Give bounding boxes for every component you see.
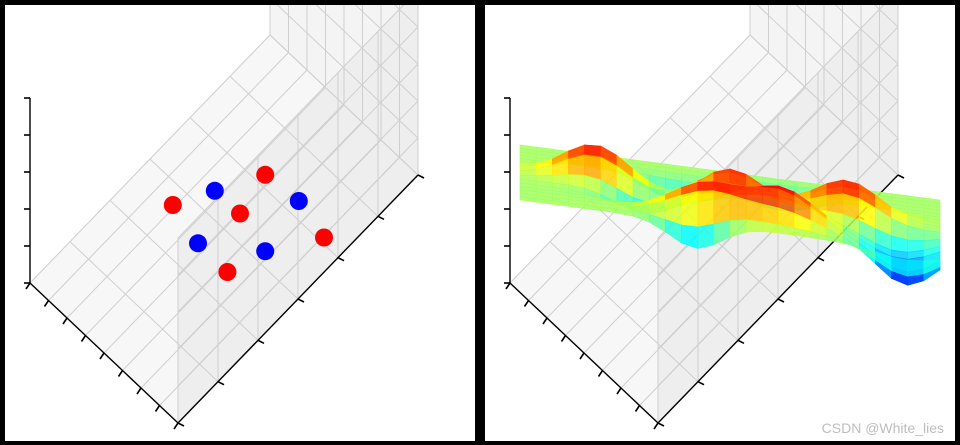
gridline <box>109 199 259 341</box>
gridline <box>229 75 379 217</box>
gridline <box>657 5 885 239</box>
surface-patch <box>681 190 698 228</box>
x-axis-tick <box>154 405 161 412</box>
y-axis-tick <box>817 256 825 262</box>
y-axis-tick <box>697 380 705 386</box>
surface-patch <box>923 259 941 275</box>
gridline <box>69 241 219 383</box>
gridline <box>657 5 899 350</box>
surface-patch <box>697 223 715 249</box>
x-axis-tick <box>542 317 548 325</box>
gridline <box>177 5 419 350</box>
scatter-point <box>315 228 333 247</box>
scatter-point <box>256 165 275 184</box>
scatter-point <box>163 196 182 214</box>
surface-3d-chart <box>504 5 941 430</box>
surface-patch <box>713 190 731 225</box>
surface-panel <box>485 5 955 441</box>
y-axis-tick <box>177 422 185 427</box>
y-axis-tick <box>337 256 345 262</box>
gridline <box>177 5 419 387</box>
scatter-point <box>218 263 237 281</box>
x-axis-tick <box>523 300 530 307</box>
gridline <box>657 5 899 387</box>
x-axis-tick <box>597 370 604 377</box>
y-axis-tick <box>377 215 385 221</box>
y-axis-tick <box>217 380 225 386</box>
gridline <box>549 241 699 383</box>
y-axis-tick <box>417 174 425 179</box>
x-axis-tick <box>653 422 659 430</box>
scatter-point <box>231 204 249 223</box>
x-axis-tick <box>80 335 87 342</box>
x-axis-tick <box>25 282 31 290</box>
gridline <box>589 199 739 341</box>
surface-patch <box>697 181 715 192</box>
surface-patch <box>923 229 941 241</box>
scatter-point <box>205 181 224 200</box>
y-axis-tick <box>257 339 265 345</box>
x-axis-tick <box>117 370 124 377</box>
x-axis-tick <box>634 405 641 412</box>
x-axis-tick <box>616 387 622 395</box>
scatter-panel <box>5 5 475 441</box>
x-axis-tick <box>43 300 50 307</box>
y-axis-tick <box>897 174 905 179</box>
x-axis-tick <box>136 387 142 395</box>
y-axis-tick <box>737 339 745 345</box>
gridline <box>177 5 419 276</box>
scatter-3d-chart <box>24 5 425 430</box>
x-axis-tick <box>579 352 585 360</box>
x-axis-tick <box>62 317 68 325</box>
scatter-point <box>256 242 275 261</box>
surface-patch <box>697 190 715 228</box>
x-axis-tick <box>99 352 105 360</box>
watermark: CSDN @White_lies <box>821 420 944 436</box>
surface-patch <box>745 219 763 233</box>
gridline <box>177 5 419 313</box>
y-axis-tick <box>657 422 665 427</box>
y-axis-tick <box>297 298 305 303</box>
surface-mesh <box>519 144 941 286</box>
x-axis-tick <box>560 335 567 342</box>
axes-3d <box>24 5 425 430</box>
scatter-point <box>289 192 308 210</box>
gridline <box>177 5 405 239</box>
x-axis-tick <box>173 422 179 430</box>
gridline <box>149 158 299 300</box>
surface-patch <box>761 203 779 226</box>
scatter-point <box>189 234 207 253</box>
gridline <box>189 117 339 259</box>
y-axis-tick <box>777 298 785 303</box>
scatter-points <box>163 165 333 281</box>
x-axis-tick <box>505 282 511 290</box>
surface-patch <box>907 259 925 277</box>
surface-patch <box>519 168 537 177</box>
